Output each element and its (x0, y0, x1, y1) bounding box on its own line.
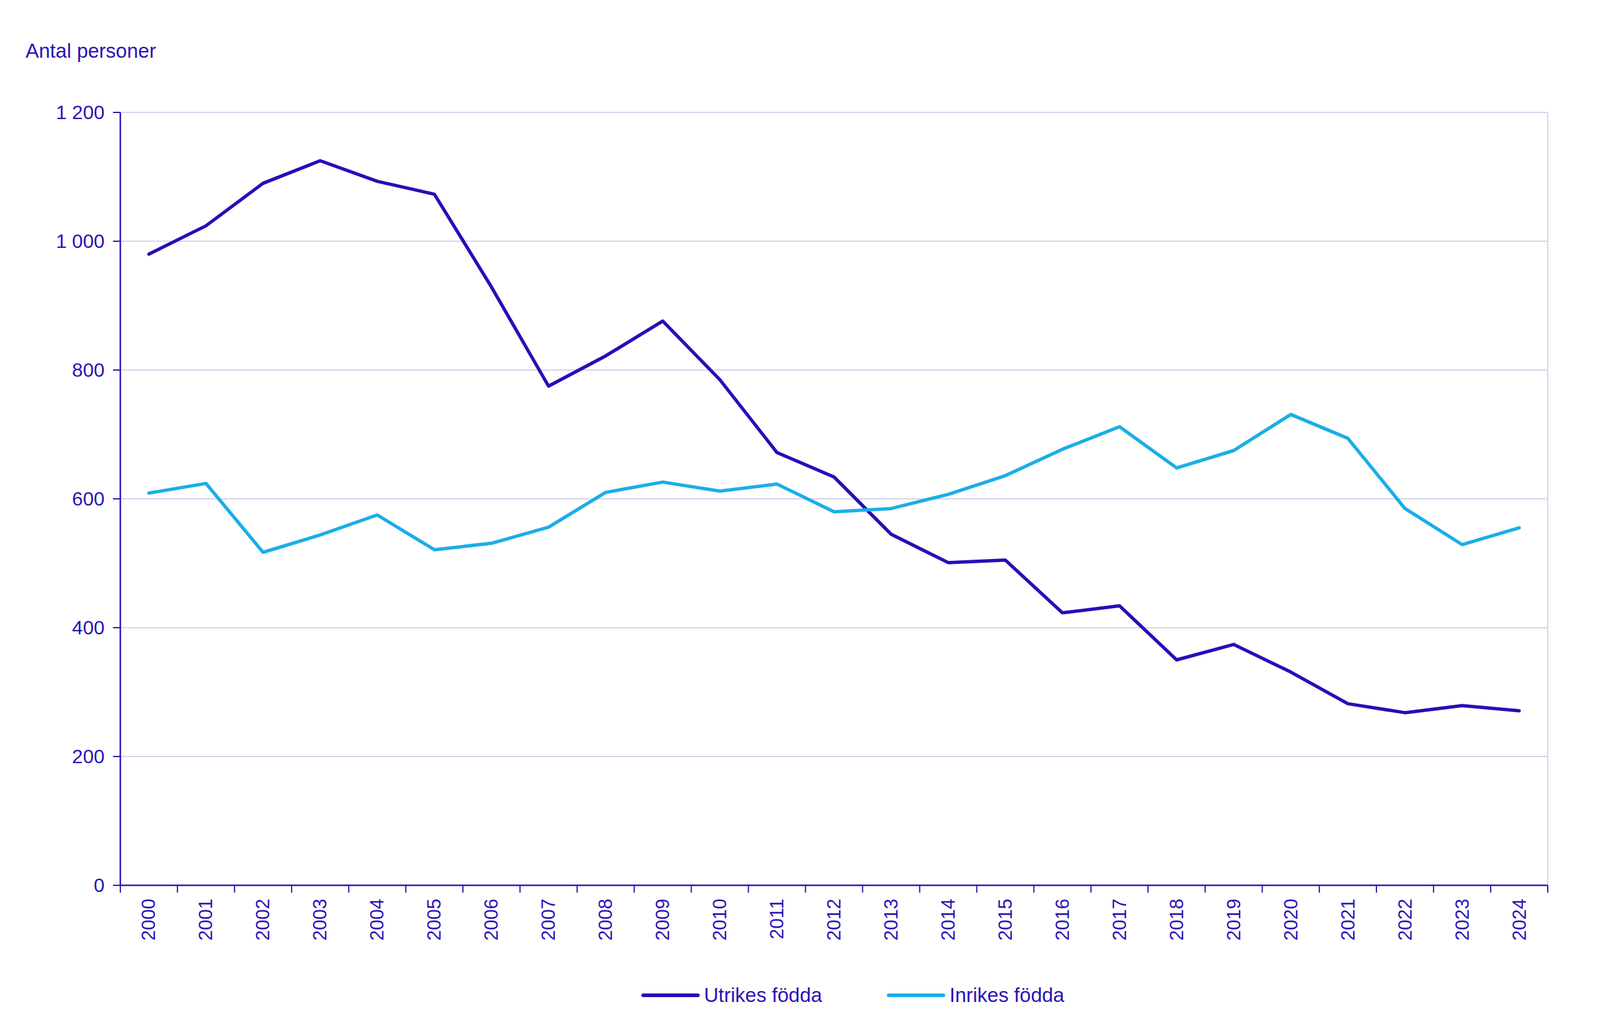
x-tick-label: 2016 (1051, 898, 1074, 941)
y-tick-label: 800 (72, 359, 105, 382)
x-tick (1204, 885, 1206, 893)
x-tick (291, 885, 293, 893)
x-tick-label: 2014 (937, 898, 959, 941)
x-tick (690, 885, 693, 893)
chart: Antal personer 0 200 400 600 800 1 000 1 200 200… (0, 0, 1600, 1036)
legend-swatch (643, 993, 699, 998)
x-tick-label: 2019 (1223, 898, 1245, 941)
y-tick-label: 600 (72, 487, 105, 510)
x-tick-label: 2022 (1394, 898, 1416, 941)
grid-line (120, 627, 1548, 629)
x-tick (1090, 885, 1092, 893)
x-tick (1375, 885, 1377, 893)
x-tick-label: 2013 (880, 898, 902, 941)
y-tick (113, 111, 121, 114)
x-tick (462, 885, 464, 893)
frame (1547, 112, 1549, 886)
x-tick (1033, 885, 1035, 893)
x-tick-label: 2018 (1166, 898, 1188, 941)
y-tick (113, 884, 121, 886)
x-tick-label: 2008 (594, 898, 617, 941)
grid-line (120, 240, 1548, 242)
x-tick-label: 2007 (537, 898, 560, 941)
legend-swatch (889, 993, 944, 998)
y-tick-label: 200 (72, 745, 105, 768)
grid-line (120, 498, 1548, 500)
x-tick-label: 2004 (366, 898, 388, 941)
grid-line (120, 111, 1548, 114)
x-tick (233, 885, 236, 893)
plot-area (148, 161, 1520, 713)
series-line (148, 161, 1520, 713)
x-tick (1261, 885, 1263, 893)
x-tick-label: 2011 (766, 898, 788, 940)
grid-line (120, 884, 1548, 886)
y-tick (113, 369, 121, 371)
x-tick-label: 2023 (1451, 898, 1473, 941)
x-axis (120, 884, 1548, 887)
x-tick (1547, 885, 1549, 893)
x-tick (748, 885, 750, 893)
x-tick (633, 885, 636, 893)
y-tick-label: 0 (93, 874, 105, 897)
x-tick-label: 2010 (709, 898, 731, 941)
x-tick (975, 885, 978, 893)
x-tick (176, 885, 179, 893)
x-tick (861, 885, 863, 893)
x-tick-label: 2006 (480, 898, 502, 941)
legend: Utrikes födda Inrikes födda (643, 983, 1066, 1007)
legend-label: Utrikes födda (704, 983, 823, 1007)
y-tick-label: 1 000 (55, 230, 105, 253)
x-tick-label: 2017 (1109, 898, 1131, 941)
y-axis-label: Antal personer (25, 39, 157, 62)
x-tick-label: 2000 (137, 898, 160, 941)
y-tick (113, 240, 121, 242)
x-tick-label: 2012 (823, 898, 845, 941)
x-tick (348, 885, 350, 893)
x-tick-label: 2020 (1280, 898, 1302, 941)
y-tick-label: 400 (72, 616, 105, 639)
x-tick (918, 885, 921, 893)
x-tick-label: 2021 (1337, 898, 1359, 941)
x-tick (1318, 885, 1320, 893)
x-tick (119, 885, 121, 893)
x-tick-label: 2002 (252, 898, 274, 941)
x-tick-label: 2001 (195, 898, 217, 941)
x-tick-label: 2024 (1508, 898, 1531, 941)
y-tick (113, 498, 121, 500)
x-tick-label: 2003 (309, 898, 331, 941)
x-tick-label: 2015 (994, 898, 1017, 941)
x-tick (1490, 885, 1492, 893)
y-tick-label: 1 200 (55, 101, 105, 124)
x-tick (576, 885, 578, 893)
x-tick (1432, 885, 1435, 893)
x-tick-label: 2005 (423, 898, 445, 941)
grid-line (120, 755, 1548, 758)
x-tick-label: 2009 (652, 898, 674, 941)
x-tick (1147, 885, 1149, 893)
legend-label: Inrikes födda (949, 983, 1066, 1007)
x-tick (519, 885, 521, 893)
x-tick (805, 885, 807, 893)
y-tick (113, 755, 121, 758)
y-axis (119, 112, 122, 886)
x-tick (405, 885, 407, 893)
grid-line (120, 369, 1548, 371)
series-line (148, 414, 1520, 553)
y-tick (113, 627, 121, 629)
